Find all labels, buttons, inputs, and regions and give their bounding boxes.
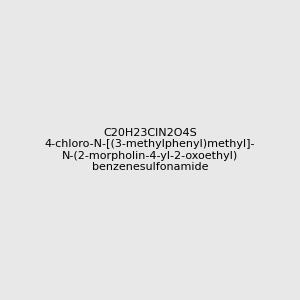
Text: C20H23ClN2O4S
4-chloro-N-[(3-methylphenyl)methyl]-
N-(2-morpholin-4-yl-2-oxoethy: C20H23ClN2O4S 4-chloro-N-[(3-methylpheny… <box>45 128 255 172</box>
